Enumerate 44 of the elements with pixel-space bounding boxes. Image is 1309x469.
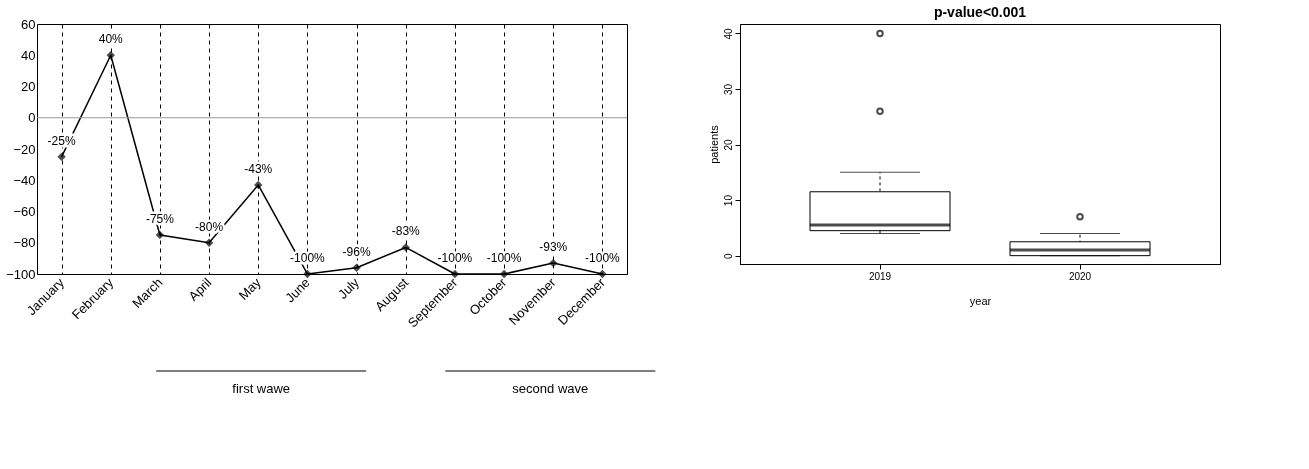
y-tick-label: −40 <box>13 172 36 188</box>
data-label: -93% <box>539 240 568 255</box>
data-label: -83% <box>391 224 421 239</box>
point <box>204 238 214 247</box>
x-tick-label: 2019 <box>868 270 892 282</box>
y-tick-label: −80 <box>13 235 36 251</box>
y-tick-label: 20 <box>21 79 36 94</box>
data-label: -100% <box>437 251 473 265</box>
y-tick-label: −20 <box>13 141 36 157</box>
x-tick-label: May <box>235 274 265 303</box>
y-tick-label: 10 <box>722 194 734 207</box>
y-tick-label: 30 <box>722 83 734 96</box>
y-tick-label: 60 <box>21 16 36 32</box>
y-tick-label: 40 <box>722 27 734 40</box>
chart-title: p-value<0.001 <box>933 4 1027 20</box>
y-tick-label: 20 <box>722 139 734 151</box>
point <box>499 269 509 279</box>
point <box>598 269 607 279</box>
x-axis-title: year <box>969 294 992 307</box>
data-label: -100% <box>585 251 621 265</box>
data-label: -100% <box>486 251 522 265</box>
x-tick-label: June <box>282 274 313 306</box>
point <box>303 269 312 279</box>
y-tick-label: −60 <box>13 204 36 219</box>
x-tick-label: 2020 <box>1068 270 1092 282</box>
y-tick-label: −100 <box>6 266 36 282</box>
point <box>352 263 361 272</box>
data-label: -43% <box>244 161 273 176</box>
point <box>57 152 66 161</box>
point <box>549 258 558 268</box>
y-tick-label: 0 <box>28 110 36 126</box>
y-tick-label: 40 <box>21 47 36 63</box>
x-tick-label: July <box>335 274 363 302</box>
data-label: -96% <box>342 244 371 259</box>
text: second wave <box>512 381 589 396</box>
point <box>155 230 165 240</box>
point <box>450 269 460 279</box>
y-axis-title: patients <box>707 124 720 164</box>
point <box>254 180 263 190</box>
data-label: 40% <box>98 32 124 47</box>
y-tick-label: 0 <box>722 252 734 259</box>
point <box>401 243 410 252</box>
text: first wawe <box>232 381 291 396</box>
point <box>106 51 115 60</box>
